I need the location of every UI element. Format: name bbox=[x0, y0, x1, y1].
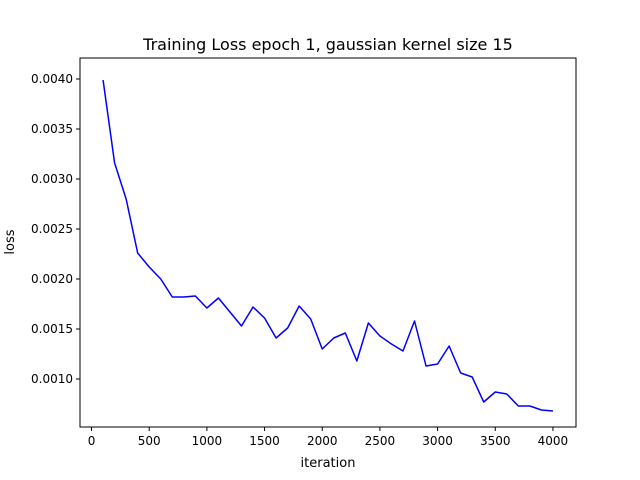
loss-data-points bbox=[103, 79, 553, 412]
x-tick-label: 4000 bbox=[538, 434, 569, 448]
loss-series-line bbox=[102, 79, 553, 412]
x-axis-ticks: 0 500 1000 1500 2000 2500 3000 3500 4000 bbox=[88, 427, 568, 448]
plot-area-frame bbox=[79, 57, 577, 428]
x-tick-label: 1000 bbox=[192, 434, 223, 448]
y-tick-label: 0.0010 bbox=[31, 372, 73, 386]
y-tick-label: 0.0025 bbox=[31, 222, 73, 236]
x-tick-label: 0 bbox=[88, 434, 96, 448]
y-axis-ticks: 0.0010 0.0015 0.0020 0.0025 0.0030 0.0035 0.00… bbox=[31, 72, 80, 386]
x-tick-label: 2000 bbox=[307, 434, 338, 448]
x-tick-label: 500 bbox=[138, 434, 161, 448]
y-tick-label: 0.0020 bbox=[31, 272, 73, 286]
y-tick-label: 0.0040 bbox=[31, 72, 73, 86]
chart-title: Training Loss epoch 1, gaussian kernel s… bbox=[142, 35, 513, 54]
x-tick-label: 3500 bbox=[480, 434, 511, 448]
y-tick-label: 0.0035 bbox=[31, 122, 73, 136]
x-tick-label: 2500 bbox=[365, 434, 396, 448]
x-axis-label: iteration bbox=[301, 456, 356, 471]
x-tick-label: 1500 bbox=[249, 434, 280, 448]
x-tick-label: 3000 bbox=[422, 434, 453, 448]
y-tick-label: 0.0030 bbox=[31, 172, 73, 186]
y-axis-label: loss bbox=[3, 229, 18, 254]
y-tick-label: 0.0015 bbox=[31, 322, 73, 336]
